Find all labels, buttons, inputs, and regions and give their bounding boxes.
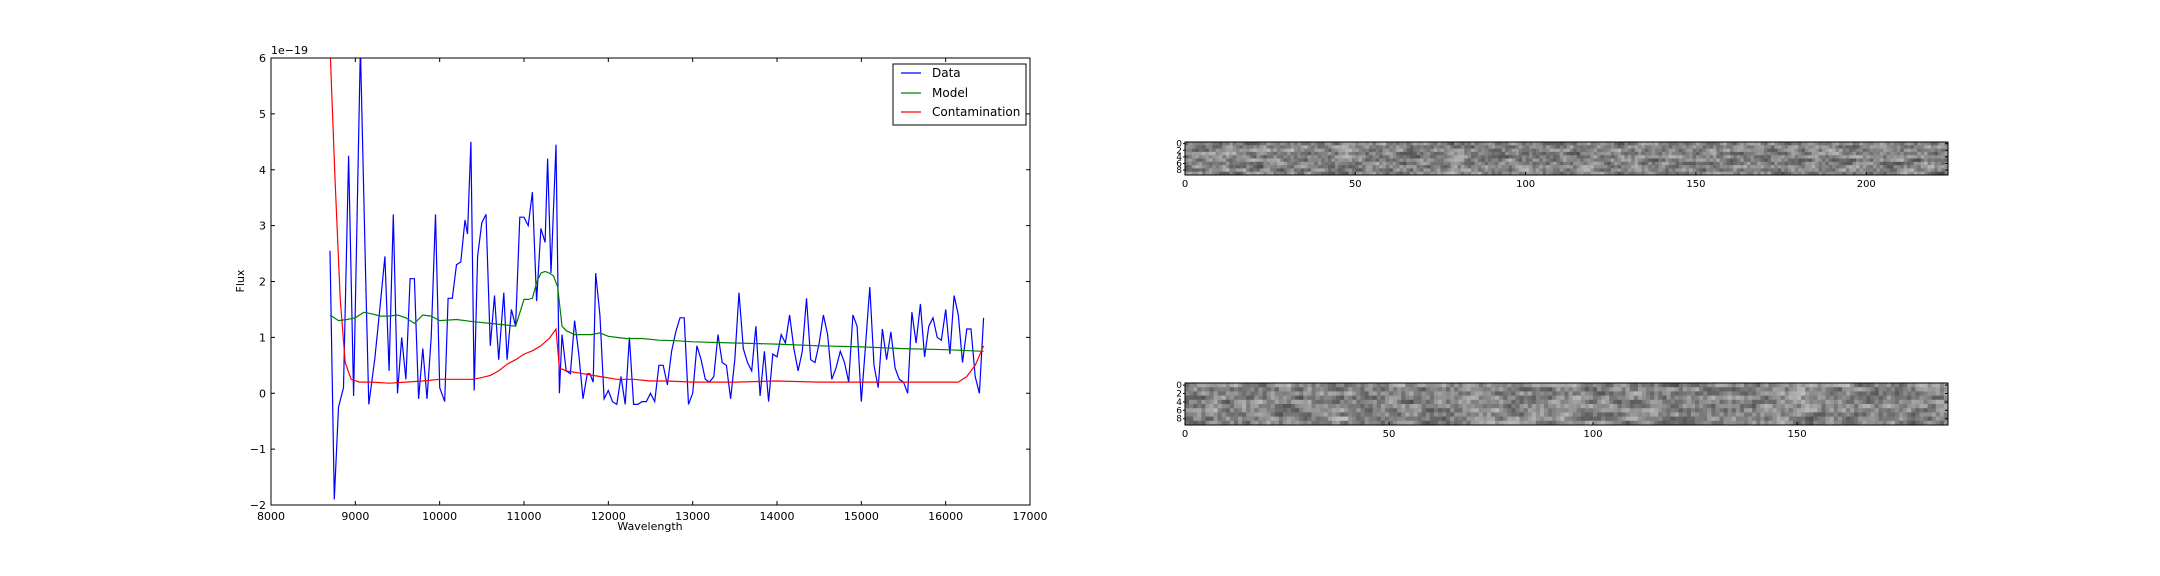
x-tick-label: 13000 — [675, 510, 710, 523]
x-tick-label: 15000 — [844, 510, 879, 523]
x-tick-label: 16000 — [928, 510, 963, 523]
image-x-tick-label: 150 — [1787, 429, 1806, 440]
image-x-tick-label: 50 — [1349, 179, 1362, 190]
image-x-tick-label: 200 — [1857, 179, 1876, 190]
y-tick-label: 2 — [259, 276, 266, 289]
image-y-tick-label: 2 — [1176, 146, 1182, 156]
y-tick-label: 5 — [259, 108, 266, 121]
x-tick-label: 14000 — [760, 510, 795, 523]
legend-label-contamination: Contamination — [932, 105, 1020, 119]
y-axis-label: Flux — [234, 269, 247, 292]
legend-label-model: Model — [932, 86, 968, 100]
image-y-tick-label: 2 — [1176, 390, 1182, 400]
y-offset-text: 1e−19 — [271, 44, 308, 57]
image-y-tick-label: 6 — [1176, 406, 1182, 416]
spectrum-y-ticks: −2 −1 0 1 2 3 4 5 6 — [250, 52, 1030, 512]
image-y-tick-label: 0 — [1176, 381, 1182, 391]
legend-box — [892, 63, 1027, 126]
image-y-tick-label: 0 — [1176, 140, 1182, 150]
legend-label-data: Data — [932, 66, 961, 80]
series-line-model — [329, 270, 984, 352]
image-x-tick-label: 50 — [1383, 429, 1396, 440]
x-tick-label: 17000 — [1013, 510, 1048, 523]
top-2d-image-frame — [1184, 141, 1949, 176]
image-y-tick-label: 4 — [1176, 153, 1182, 163]
x-tick-label: 9000 — [341, 510, 369, 523]
spectrum-x-ticks: 8000 9000 10000 11000 12000 13000 14000 15000 16… — [257, 58, 1048, 523]
y-tick-label: 1 — [259, 331, 266, 344]
spectrum-plot: 8000 9000 10000 11000 12000 13000 14000 15000 16… — [234, 44, 1048, 533]
series-line-contamination — [329, 58, 985, 384]
y-tick-label: 0 — [259, 387, 266, 400]
image-x-tick-label: 150 — [1686, 179, 1705, 190]
image-y-tick-label: 8 — [1176, 166, 1182, 176]
y-tick-label: 3 — [259, 220, 266, 233]
x-tick-label: 10000 — [422, 510, 457, 523]
y-tick-label: 4 — [259, 164, 266, 177]
x-tick-label: 12000 — [591, 510, 626, 523]
x-tick-label: 11000 — [507, 510, 542, 523]
image-x-tick-label: 100 — [1583, 429, 1602, 440]
x-tick-label: 8000 — [257, 510, 285, 523]
image-y-tick-label: 6 — [1176, 159, 1182, 169]
image-x-tick-label: 100 — [1516, 179, 1535, 190]
y-tick-label: −2 — [250, 499, 266, 512]
legend: Data Model Contamination — [892, 63, 1027, 126]
image-x-tick-label: 0 — [1182, 429, 1188, 440]
image-y-tick-label: 4 — [1176, 398, 1182, 408]
bottom-2d-image-frame — [1184, 382, 1949, 426]
y-tick-label: 6 — [259, 52, 266, 65]
image-x-tick-label: 0 — [1182, 179, 1188, 190]
spectrum-lines — [329, 58, 985, 500]
series-line-data — [329, 58, 985, 500]
image-y-tick-label: 8 — [1176, 415, 1182, 425]
y-tick-label: −1 — [250, 443, 266, 456]
bottom-2d-image-pixels — [1185, 383, 1949, 426]
top-2d-image-pixels — [1185, 142, 1949, 176]
x-axis-label: Wavelength — [617, 520, 682, 533]
